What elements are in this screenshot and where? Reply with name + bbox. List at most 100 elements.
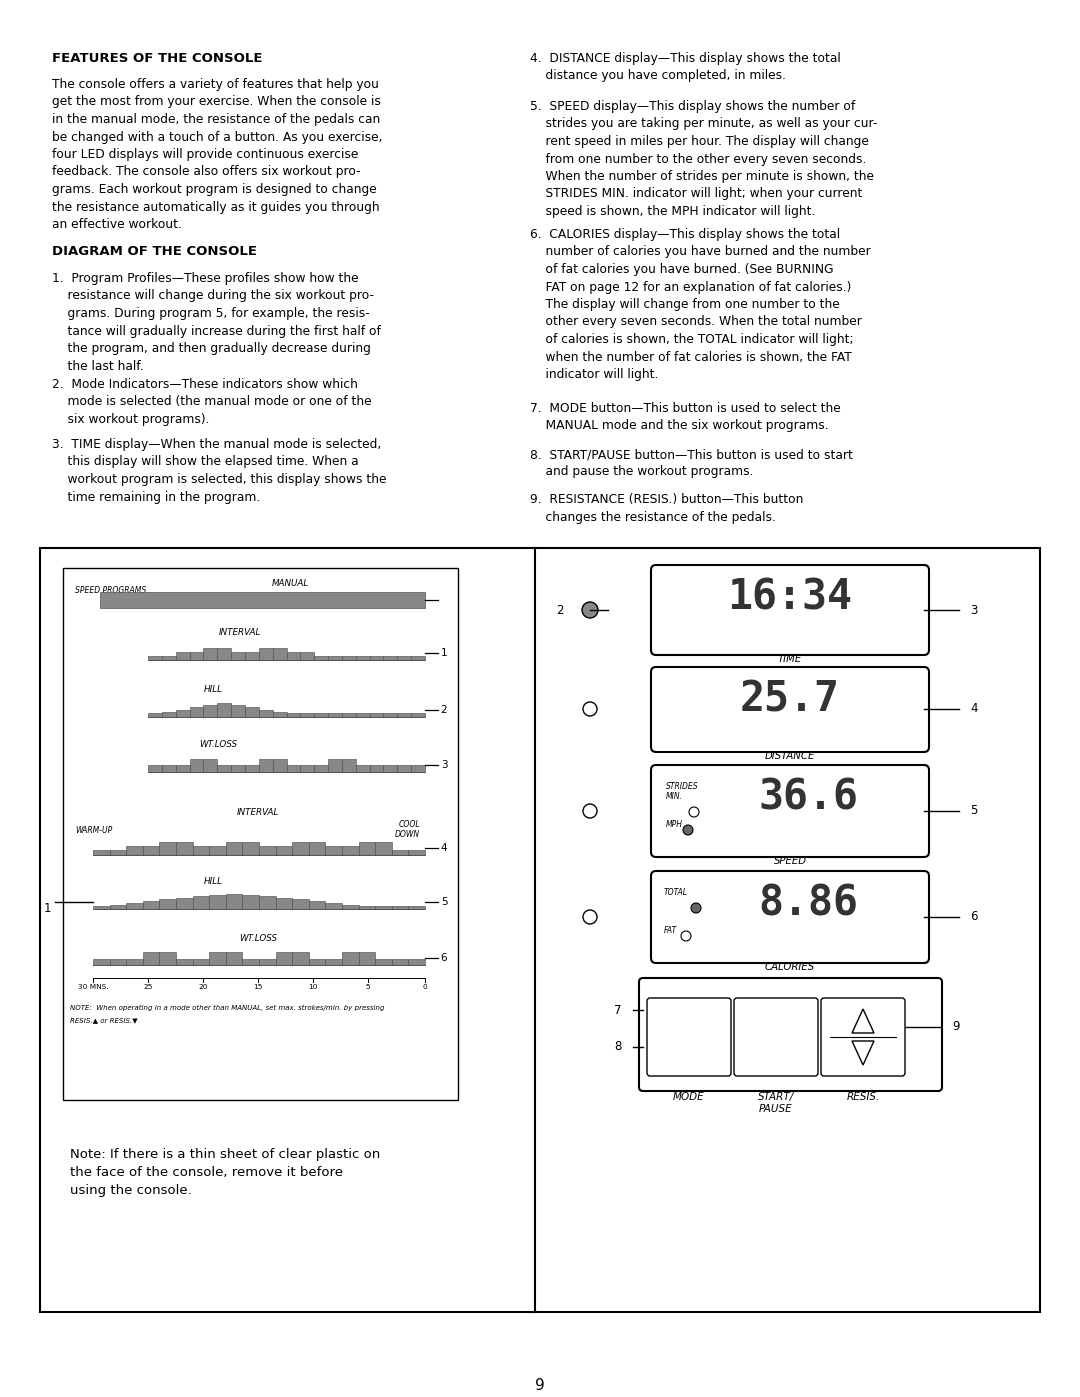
Bar [314, 655, 328, 659]
Bar [143, 901, 160, 909]
Circle shape [583, 805, 597, 819]
Text: 2: 2 [441, 705, 447, 715]
Text: STRIDES
MIN.: STRIDES MIN. [666, 782, 699, 802]
Bar [143, 953, 160, 965]
Bar [245, 652, 259, 659]
Bar [93, 907, 109, 909]
Text: FAT: FAT [664, 926, 677, 935]
Text: SPEED: SPEED [773, 856, 807, 866]
Bar [342, 847, 359, 855]
Text: INTERVAL: INTERVAL [237, 807, 280, 817]
Bar [210, 894, 226, 909]
Text: 3: 3 [441, 760, 447, 770]
Bar [293, 842, 309, 855]
Bar [383, 764, 397, 773]
FancyBboxPatch shape [651, 666, 929, 752]
Bar [231, 705, 245, 717]
Text: DISTANCE: DISTANCE [765, 752, 815, 761]
Text: HILL: HILL [203, 877, 222, 886]
Bar [203, 648, 217, 659]
Bar [148, 655, 162, 659]
Polygon shape [852, 1009, 874, 1032]
Bar [397, 714, 411, 717]
Bar [375, 907, 392, 909]
Bar [411, 655, 426, 659]
Bar [40, 548, 1040, 1312]
Bar [383, 714, 397, 717]
Bar [162, 655, 176, 659]
Bar [63, 569, 458, 1099]
Bar [328, 655, 342, 659]
Bar [210, 847, 226, 855]
Bar [293, 953, 309, 965]
Bar [342, 904, 359, 909]
Bar [160, 842, 176, 855]
Text: 6.  CALORIES display—This display shows the total
    number of calories you hav: 6. CALORIES display—This display shows t… [530, 228, 870, 381]
Bar [408, 907, 426, 909]
Bar [342, 655, 355, 659]
Bar [259, 897, 275, 909]
Bar [245, 764, 259, 773]
Bar [259, 759, 272, 773]
Text: 25: 25 [144, 983, 152, 990]
Bar [392, 849, 408, 855]
Bar [192, 897, 210, 909]
Text: 5.  SPEED display—This display shows the number of
    strides you are taking pe: 5. SPEED display—This display shows the … [530, 101, 877, 218]
Bar [275, 847, 293, 855]
Bar [397, 764, 411, 773]
Circle shape [681, 930, 691, 942]
Text: 2.  Mode Indicators—These indicators show which
    mode is selected (the manual: 2. Mode Indicators—These indicators show… [52, 379, 372, 426]
Text: 7: 7 [615, 1003, 622, 1017]
Text: 4: 4 [441, 842, 447, 854]
Bar [160, 953, 176, 965]
Bar [293, 900, 309, 909]
Bar [275, 898, 293, 909]
Bar [148, 764, 162, 773]
Bar [192, 847, 210, 855]
Bar [93, 849, 109, 855]
Text: 1: 1 [43, 901, 51, 915]
Bar [342, 714, 355, 717]
Text: 3.  TIME display—When the manual mode is selected,
    this display will show th: 3. TIME display—When the manual mode is … [52, 439, 387, 503]
Bar [148, 714, 162, 717]
Bar [259, 958, 275, 965]
Bar [309, 842, 325, 855]
FancyBboxPatch shape [647, 997, 731, 1076]
Text: COOL
DOWN: COOL DOWN [395, 820, 420, 838]
Bar [300, 652, 314, 659]
Bar [242, 842, 259, 855]
Bar [300, 714, 314, 717]
Text: RESIS.: RESIS. [847, 1092, 879, 1102]
Text: CALORIES: CALORIES [765, 963, 815, 972]
Bar [375, 958, 392, 965]
Bar [126, 902, 143, 909]
Text: WT.LOSS: WT.LOSS [199, 740, 237, 749]
Bar [392, 907, 408, 909]
Circle shape [689, 807, 699, 817]
Bar [100, 592, 426, 608]
Bar [226, 894, 242, 909]
Text: 8: 8 [615, 1041, 622, 1053]
FancyBboxPatch shape [821, 997, 905, 1076]
Bar [259, 847, 275, 855]
Bar [359, 907, 375, 909]
Text: DIAGRAM OF THE CONSOLE: DIAGRAM OF THE CONSOLE [52, 244, 257, 258]
Bar [408, 849, 426, 855]
Bar [342, 759, 355, 773]
Text: 3: 3 [970, 604, 977, 616]
Circle shape [691, 902, 701, 914]
Bar [369, 764, 383, 773]
Bar [275, 953, 293, 965]
Text: MPH: MPH [666, 820, 683, 828]
Polygon shape [852, 1041, 874, 1065]
Bar [242, 958, 259, 965]
Bar [355, 764, 369, 773]
Bar [190, 707, 203, 717]
Bar [309, 901, 325, 909]
Text: WARM-UP: WARM-UP [75, 826, 112, 835]
Text: 4: 4 [970, 703, 977, 715]
Bar [286, 714, 300, 717]
Text: 0: 0 [422, 983, 428, 990]
Text: 8.86: 8.86 [758, 882, 858, 923]
Bar [231, 764, 245, 773]
